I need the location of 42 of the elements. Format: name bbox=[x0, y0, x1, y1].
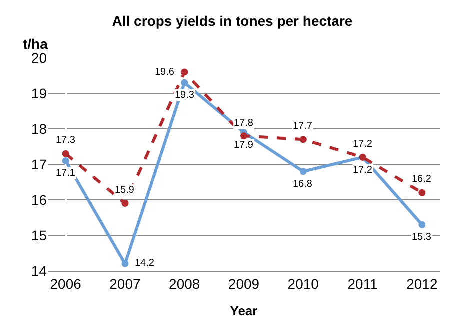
data-label: 17.2 bbox=[353, 139, 373, 150]
data-label: 17.7 bbox=[293, 121, 313, 132]
x-tick-label: 2009 bbox=[228, 276, 260, 292]
y-tick-label: 20 bbox=[31, 50, 48, 66]
point bbox=[300, 168, 307, 176]
data-label: 17.8 bbox=[234, 118, 254, 129]
data-label: 19.6 bbox=[155, 67, 175, 78]
y-axis-title: t/ha bbox=[23, 36, 48, 52]
x-tick-label: 2008 bbox=[169, 276, 200, 292]
x-tick-label: 2011 bbox=[348, 276, 378, 292]
data-label: 15.9 bbox=[115, 185, 135, 196]
x-tick-label: 2007 bbox=[110, 276, 141, 292]
data-label: 16.2 bbox=[412, 174, 432, 185]
y-tick-label: 18 bbox=[31, 120, 48, 137]
point bbox=[122, 200, 129, 208]
data-label: 16.8 bbox=[293, 179, 313, 190]
data-label: 17.3 bbox=[56, 135, 76, 146]
point bbox=[181, 68, 188, 76]
point bbox=[418, 189, 426, 196]
data-label: 17.2 bbox=[353, 165, 373, 176]
point bbox=[181, 79, 188, 86]
x-tick-label: 2006 bbox=[50, 276, 82, 292]
data-label: 19.3 bbox=[175, 90, 195, 101]
y-tick-label: 17 bbox=[31, 156, 48, 172]
y-tick-label: 19 bbox=[31, 85, 48, 102]
x-tick-label: 2010 bbox=[288, 276, 320, 292]
x-axis-title: Year bbox=[230, 303, 258, 318]
y-tick-label: 15 bbox=[31, 227, 48, 244]
point bbox=[300, 136, 307, 144]
data-label: 14.2 bbox=[135, 258, 155, 269]
point bbox=[62, 157, 70, 164]
data-label: 17.9 bbox=[234, 140, 254, 151]
point bbox=[418, 221, 426, 228]
point bbox=[122, 260, 129, 268]
y-tick-label: 14 bbox=[31, 262, 48, 279]
y-tick-label: 16 bbox=[31, 192, 48, 208]
x-tick-label: 2012 bbox=[406, 276, 438, 292]
point bbox=[62, 150, 70, 158]
point bbox=[240, 132, 248, 140]
data-label: 15.3 bbox=[412, 232, 432, 243]
data-label: 17.1 bbox=[56, 168, 76, 179]
chart-title: All crops yields in tones per hectare bbox=[112, 13, 353, 30]
